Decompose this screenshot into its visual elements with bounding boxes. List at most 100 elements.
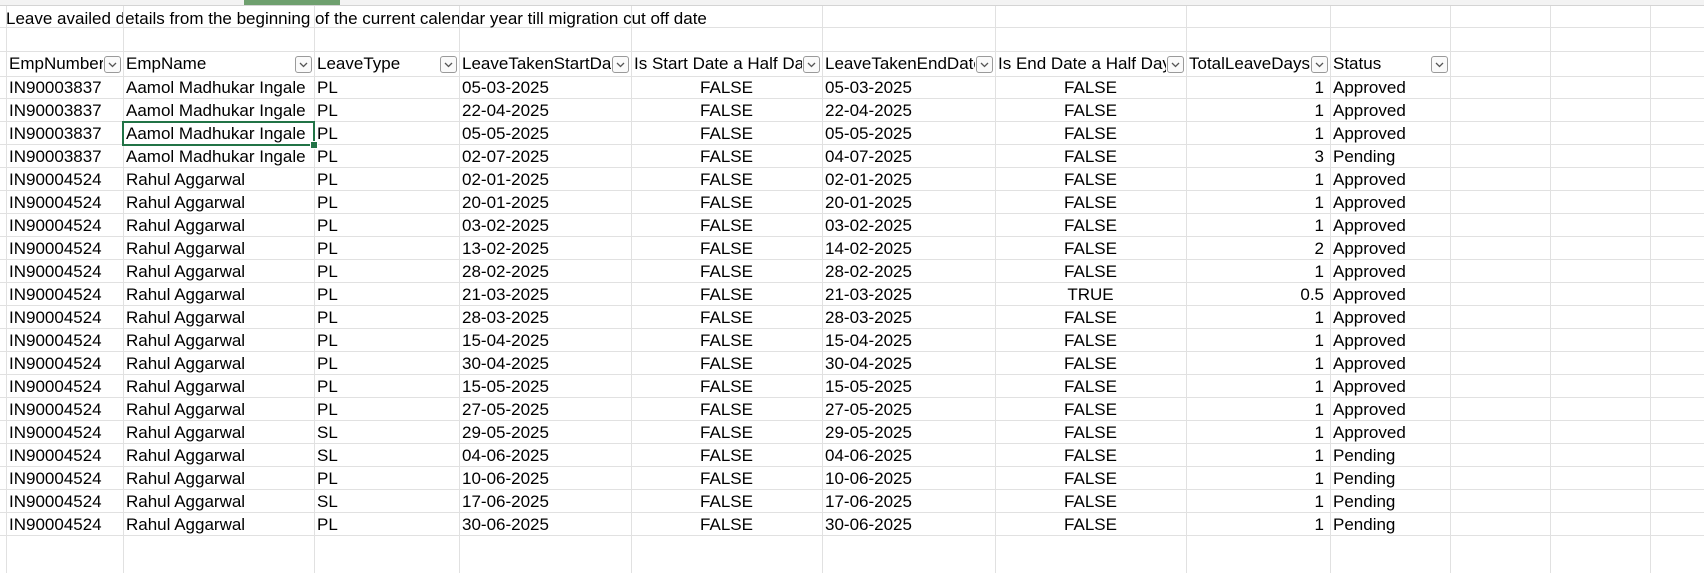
table-cell-leavetype[interactable]: PL <box>317 170 338 189</box>
filter-dropdown-button[interactable] <box>1311 56 1328 73</box>
table-cell-totalleavedays[interactable]: 1 <box>1314 331 1324 350</box>
table-cell-leavetakenenddate[interactable]: 14-02-2025 <box>825 239 912 258</box>
table-cell-isendhalf[interactable]: FALSE <box>1064 262 1117 281</box>
table-cell-empname[interactable]: Rahul Aggarwal <box>126 170 246 189</box>
table-cell-isendhalf[interactable]: FALSE <box>1064 170 1117 189</box>
table-cell-empnumber[interactable]: IN90003837 <box>9 124 102 143</box>
table-cell-leavetakenenddate[interactable]: 22-04-2025 <box>825 101 912 120</box>
table-cell-totalleavedays[interactable]: 1 <box>1314 377 1324 396</box>
table-cell-leavetype[interactable]: PL <box>317 124 338 143</box>
table-cell-status[interactable]: Pending <box>1333 446 1396 465</box>
table-cell-leavetype[interactable]: SL <box>317 446 338 465</box>
table-cell-isendhalf[interactable]: FALSE <box>1064 515 1117 534</box>
table-cell-leavetakenenddate[interactable]: 10-06-2025 <box>825 469 912 488</box>
table-cell-status[interactable]: Approved <box>1333 400 1406 419</box>
table-cell-leavetype[interactable]: PL <box>317 147 338 166</box>
column-header-empnumber[interactable]: EmpNumber <box>9 54 103 73</box>
table-cell-leavetype[interactable]: PL <box>317 400 338 419</box>
table-cell-isstarthalf[interactable]: FALSE <box>700 78 753 97</box>
table-cell-leavetakenstartdate[interactable]: 04-06-2025 <box>462 446 549 465</box>
table-cell-leavetakenstartdate[interactable]: 28-02-2025 <box>462 262 549 281</box>
table-cell-leavetakenstartdate[interactable]: 28-03-2025 <box>462 308 549 327</box>
table-cell-leavetakenenddate[interactable]: 20-01-2025 <box>825 193 912 212</box>
table-cell-leavetakenstartdate[interactable]: 02-01-2025 <box>462 170 549 189</box>
table-cell-leavetype[interactable]: PL <box>317 216 338 235</box>
table-cell-isendhalf[interactable]: FALSE <box>1064 469 1117 488</box>
table-cell-isendhalf[interactable]: FALSE <box>1064 193 1117 212</box>
table-cell-status[interactable]: Approved <box>1333 308 1406 327</box>
table-cell-empname[interactable]: Rahul Aggarwal <box>126 331 246 350</box>
table-cell-isstarthalf[interactable]: FALSE <box>700 354 753 373</box>
filter-dropdown-button[interactable] <box>612 56 629 73</box>
table-cell-totalleavedays[interactable]: 1 <box>1314 78 1324 97</box>
table-cell-isstarthalf[interactable]: FALSE <box>700 170 753 189</box>
table-cell-leavetakenstartdate[interactable]: 17-06-2025 <box>462 492 549 511</box>
table-cell-isstarthalf[interactable]: FALSE <box>700 492 753 511</box>
table-cell-leavetakenenddate[interactable]: 15-05-2025 <box>825 377 912 396</box>
table-cell-leavetype[interactable]: PL <box>317 354 338 373</box>
column-header-status[interactable]: Status <box>1333 54 1382 73</box>
table-cell-totalleavedays[interactable]: 0.5 <box>1300 285 1324 304</box>
table-cell-leavetakenstartdate[interactable]: 20-01-2025 <box>462 193 549 212</box>
table-cell-empnumber[interactable]: IN90004524 <box>9 308 102 327</box>
table-cell-isstarthalf[interactable]: FALSE <box>700 377 753 396</box>
table-cell-totalleavedays[interactable]: 1 <box>1314 469 1324 488</box>
table-cell-empname[interactable]: Aamol Madhukar Ingale <box>126 101 306 120</box>
table-cell-leavetakenenddate[interactable]: 28-02-2025 <box>825 262 912 281</box>
table-cell-isstarthalf[interactable]: FALSE <box>700 469 753 488</box>
table-cell-status[interactable]: Approved <box>1333 124 1406 143</box>
table-cell-empname[interactable]: Aamol Madhukar Ingale <box>126 147 306 166</box>
table-cell-isendhalf[interactable]: FALSE <box>1064 423 1117 442</box>
table-cell-isendhalf[interactable]: FALSE <box>1064 377 1117 396</box>
table-cell-totalleavedays[interactable]: 1 <box>1314 423 1324 442</box>
table-cell-isstarthalf[interactable]: FALSE <box>700 216 753 235</box>
table-cell-empname[interactable]: Rahul Aggarwal <box>126 400 246 419</box>
table-cell-leavetype[interactable]: PL <box>317 78 338 97</box>
table-cell-isstarthalf[interactable]: FALSE <box>700 101 753 120</box>
table-cell-leavetakenstartdate[interactable]: 30-06-2025 <box>462 515 549 534</box>
table-cell-empname[interactable]: Rahul Aggarwal <box>126 377 246 396</box>
table-cell-empnumber[interactable]: IN90004524 <box>9 377 102 396</box>
table-cell-isstarthalf[interactable]: FALSE <box>700 262 753 281</box>
table-cell-isendhalf[interactable]: FALSE <box>1064 239 1117 258</box>
filter-dropdown-button[interactable] <box>295 56 312 73</box>
table-cell-isendhalf[interactable]: FALSE <box>1064 308 1117 327</box>
sheet-title[interactable]: Leave availed details from the beginning… <box>6 9 707 28</box>
table-cell-leavetakenenddate[interactable]: 04-07-2025 <box>825 147 912 166</box>
table-cell-empname[interactable]: Rahul Aggarwal <box>126 216 246 235</box>
table-cell-leavetakenenddate[interactable]: 15-04-2025 <box>825 331 912 350</box>
table-cell-totalleavedays[interactable]: 1 <box>1314 515 1324 534</box>
table-cell-isendhalf[interactable]: FALSE <box>1064 101 1117 120</box>
table-cell-empnumber[interactable]: IN90004524 <box>9 331 102 350</box>
table-cell-leavetakenenddate[interactable]: 30-04-2025 <box>825 354 912 373</box>
table-cell-leavetype[interactable]: PL <box>317 377 338 396</box>
table-cell-leavetakenstartdate[interactable]: 10-06-2025 <box>462 469 549 488</box>
table-cell-leavetakenenddate[interactable]: 05-05-2025 <box>825 124 912 143</box>
table-cell-leavetakenenddate[interactable]: 28-03-2025 <box>825 308 912 327</box>
table-cell-empnumber[interactable]: IN90003837 <box>9 147 102 166</box>
table-cell-empname[interactable]: Rahul Aggarwal <box>126 515 246 534</box>
active-cell-selection[interactable] <box>122 121 315 146</box>
table-cell-leavetakenenddate[interactable]: 03-02-2025 <box>825 216 912 235</box>
filter-dropdown-button[interactable] <box>1167 56 1184 73</box>
table-cell-leavetakenstartdate[interactable]: 29-05-2025 <box>462 423 549 442</box>
table-cell-leavetakenenddate[interactable]: 30-06-2025 <box>825 515 912 534</box>
table-cell-isstarthalf[interactable]: FALSE <box>700 446 753 465</box>
table-cell-leavetakenenddate[interactable]: 21-03-2025 <box>825 285 912 304</box>
table-cell-leavetype[interactable]: PL <box>317 469 338 488</box>
table-cell-isendhalf[interactable]: FALSE <box>1064 331 1117 350</box>
table-cell-status[interactable]: Approved <box>1333 193 1406 212</box>
table-cell-leavetakenstartdate[interactable]: 30-04-2025 <box>462 354 549 373</box>
column-header-isstarthalf[interactable]: Is Start Date a Half Day <box>634 54 802 73</box>
table-cell-leavetakenenddate[interactable]: 29-05-2025 <box>825 423 912 442</box>
table-cell-leavetype[interactable]: SL <box>317 492 338 511</box>
table-cell-leavetakenstartdate[interactable]: 05-05-2025 <box>462 124 549 143</box>
table-cell-empnumber[interactable]: IN90004524 <box>9 285 102 304</box>
table-cell-totalleavedays[interactable]: 1 <box>1314 124 1324 143</box>
table-cell-status[interactable]: Pending <box>1333 469 1396 488</box>
table-cell-totalleavedays[interactable]: 1 <box>1314 446 1324 465</box>
table-cell-empnumber[interactable]: IN90004524 <box>9 239 102 258</box>
filter-dropdown-button[interactable] <box>976 56 993 73</box>
table-cell-isendhalf[interactable]: FALSE <box>1064 446 1117 465</box>
filter-dropdown-button[interactable] <box>104 56 121 73</box>
